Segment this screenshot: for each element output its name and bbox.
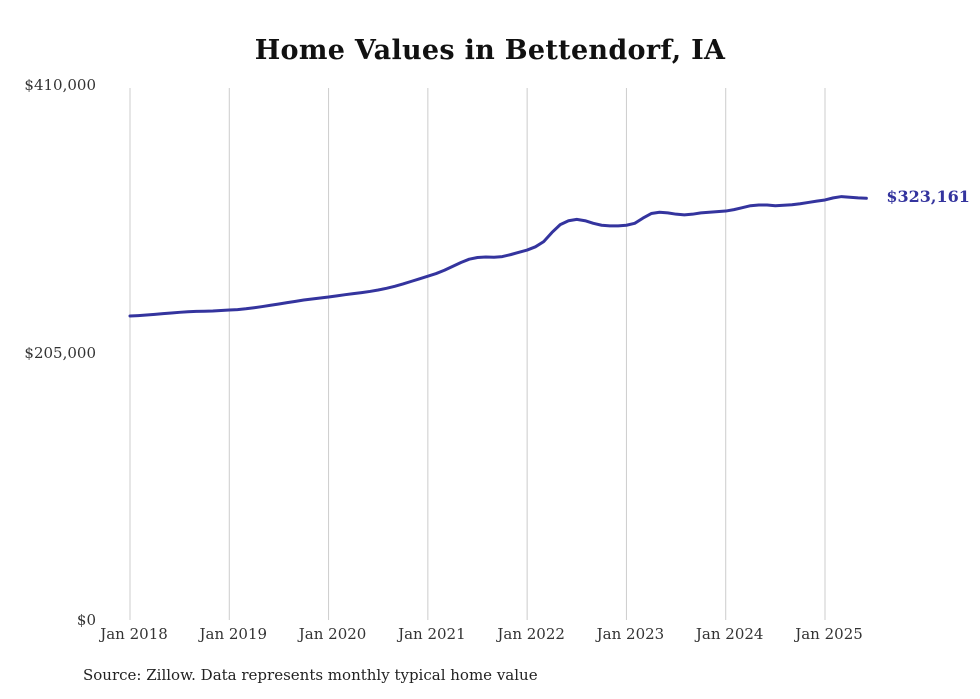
y-tick-label: $410,000: [24, 76, 96, 94]
x-tick-label: Jan 2023: [596, 625, 665, 643]
latest-value-label: $323,161: [886, 187, 970, 207]
gridlines: [129, 88, 826, 620]
y-tick-label: $205,000: [24, 343, 96, 362]
home-value-line: [128, 195, 868, 318]
source-note: Source: Zillow. Data represents monthly …: [83, 666, 538, 684]
x-tick-label: Jan 2019: [199, 625, 268, 643]
y-tick-label: $0: [76, 611, 96, 629]
chart-title: Home Values in Bettendorf, IA: [254, 35, 726, 66]
x-tick-label: Jan 2024: [695, 625, 764, 643]
x-tick-label: Jan 2025: [795, 625, 863, 643]
x-tick-label: Jan 2022: [497, 625, 565, 643]
x-tick-label: Jan 2021: [398, 625, 466, 643]
x-tick-label: Jan 2020: [298, 625, 367, 643]
x-tick-label: Jan 2018: [100, 625, 168, 643]
